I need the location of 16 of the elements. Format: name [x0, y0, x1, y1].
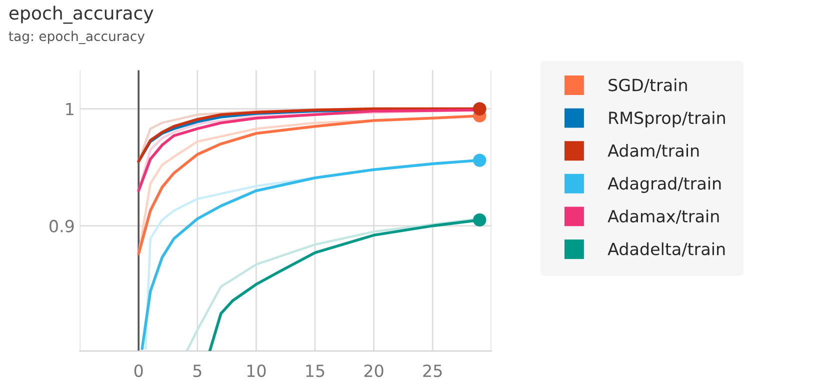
- x-tick-label: 15: [306, 364, 324, 378]
- legend-label: Adamax/train: [608, 210, 719, 224]
- x-tick-label: 25: [423, 364, 442, 378]
- x-tick-label: 10: [247, 364, 266, 378]
- legend-label: SGD/train: [608, 78, 687, 93]
- x-tick-label: 0: [134, 364, 143, 378]
- x-tick-label: 20: [364, 364, 384, 378]
- y-tick-label: 0.9: [50, 220, 74, 232]
- legend-label: Adagrad/train: [608, 176, 721, 193]
- legend-label: Adadelta/train: [608, 242, 725, 257]
- legend-label: RMSprop/train: [609, 111, 725, 128]
- x-tick-label: 5: [193, 364, 202, 378]
- chart-subtitle: tag: epoch_accuracy: [8, 30, 145, 44]
- legend-label: Adam/train: [608, 144, 699, 158]
- y-tick-label: 1: [66, 102, 74, 116]
- chart-title: epoch_accuracy: [9, 6, 154, 24]
